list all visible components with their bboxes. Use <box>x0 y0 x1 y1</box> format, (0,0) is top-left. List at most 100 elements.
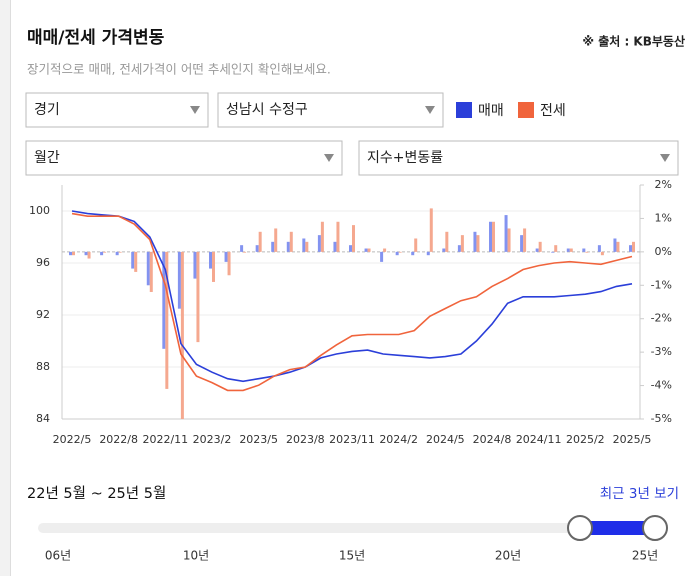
legend-label: 전세 <box>540 103 566 119</box>
change-bar <box>212 251 215 282</box>
x-tick-label: 2024/2 <box>379 433 418 446</box>
change-bar <box>429 208 433 252</box>
change-bar <box>585 251 589 253</box>
change-bar <box>629 245 632 252</box>
year-label: 15년 <box>339 549 365 563</box>
change-bar <box>364 248 368 252</box>
change-bar <box>162 251 166 349</box>
change-bar <box>538 241 542 252</box>
change-bar <box>520 235 524 252</box>
x-tick-label: 2022/5 <box>53 433 92 446</box>
recent-button[interactable]: 최근 3년 보기 <box>600 486 679 502</box>
slider-track <box>38 523 655 533</box>
change-bar <box>411 251 415 256</box>
change-bar <box>349 245 352 252</box>
district-text: 성남시 수정구 <box>226 102 308 118</box>
y2-tick-label: -1% <box>651 278 672 291</box>
change-bar <box>87 251 91 259</box>
x-tick-label: 2024/11 <box>516 433 562 446</box>
change-bar <box>554 245 558 252</box>
change-bar <box>535 248 539 252</box>
change-bar <box>131 251 135 269</box>
change-bar <box>103 251 107 253</box>
subtitle: 장기적으로 매매, 전세가격이 어떤 추세인지 확인해보세요. <box>27 62 331 77</box>
change-bar <box>134 251 138 272</box>
x-tick-label: 2024/8 <box>473 433 512 446</box>
change-bar <box>305 241 309 252</box>
region-select[interactable] <box>25 92 209 128</box>
change-bar <box>582 248 586 252</box>
change-bar <box>289 231 293 252</box>
y2-tick-label: -5% <box>651 412 672 425</box>
period-select[interactable] <box>25 140 343 176</box>
source: ※ 출처 : KB부동산 <box>582 34 685 49</box>
slider-range <box>580 521 655 535</box>
legend-swatch <box>456 102 472 118</box>
change-bar <box>227 251 231 276</box>
legend-label: 매매 <box>478 103 504 119</box>
change-bar <box>196 251 200 343</box>
change-bar <box>240 245 244 252</box>
district-select[interactable] <box>217 92 444 128</box>
change-bar <box>426 251 430 256</box>
change-bar <box>255 245 259 252</box>
y2-tick-label: 2% <box>655 178 672 191</box>
change-bar <box>380 251 384 262</box>
change-bar <box>258 231 262 252</box>
x-tick-label: 2024/5 <box>426 433 465 446</box>
y2-tick-label: -3% <box>651 345 672 358</box>
year-label: 20년 <box>495 549 521 563</box>
change-bar <box>352 225 355 252</box>
y-tick-label: 100 <box>29 204 50 217</box>
change-bar <box>317 235 321 252</box>
y-tick-label: 88 <box>36 360 50 373</box>
period-text: 월간 <box>34 150 60 166</box>
change-bar <box>473 231 477 252</box>
y2-tick-label: -2% <box>651 312 672 325</box>
year-label: 25년 <box>632 549 658 563</box>
change-bar <box>460 235 464 252</box>
x-tick-label: 2022/11 <box>142 433 188 446</box>
change-bar <box>367 248 371 252</box>
x-tick-label: 2023/2 <box>193 433 232 446</box>
y2-tick-label: 0% <box>655 245 672 258</box>
change-bar <box>72 251 75 256</box>
change-bar <box>243 251 247 253</box>
change-bar <box>476 235 480 252</box>
x-tick-label: 2022/8 <box>99 433 138 446</box>
arrow <box>324 154 334 162</box>
region-text: 경기 <box>34 102 60 118</box>
change-bar <box>146 251 150 286</box>
x-tick-label: 2023/11 <box>329 433 375 446</box>
change-bar <box>551 251 555 253</box>
index-line <box>71 210 633 383</box>
change-bar <box>274 228 278 252</box>
change-bar <box>398 251 402 253</box>
change-bar <box>336 221 340 252</box>
change-bar <box>180 251 184 419</box>
y2-tick-label: 1% <box>655 211 672 224</box>
change-bar <box>566 248 570 252</box>
arrow <box>660 154 670 162</box>
change-bar <box>632 241 635 252</box>
change-bar <box>442 248 446 252</box>
x-tick-label: 2025/5 <box>613 433 652 446</box>
change-bar <box>115 251 119 256</box>
change-bar <box>613 238 617 252</box>
change-bar <box>507 228 511 252</box>
view-select[interactable] <box>358 140 679 176</box>
change-bar <box>193 251 197 279</box>
change-bar <box>569 248 573 252</box>
x-tick-label: 2023/8 <box>286 433 325 446</box>
range-label: 22년 5월 ~ 25년 5월 <box>27 485 166 502</box>
y-tick-label: 96 <box>36 256 50 269</box>
index-line <box>71 212 633 392</box>
slider-handle[interactable] <box>642 515 668 541</box>
title: 매매/전세 가격변동 <box>27 28 165 48</box>
slider-handle[interactable] <box>567 515 593 541</box>
change-bar <box>302 238 306 252</box>
change-bar <box>209 251 212 269</box>
arrow <box>190 106 200 114</box>
change-bar <box>286 241 290 252</box>
